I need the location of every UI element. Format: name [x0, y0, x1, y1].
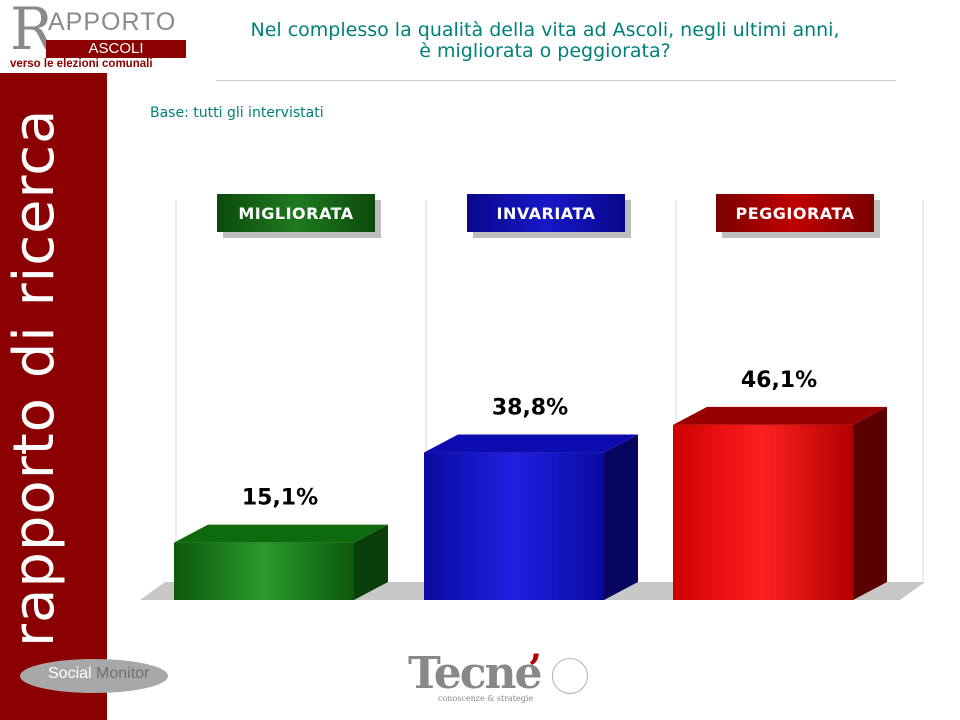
- bar-side-0: [354, 524, 388, 600]
- social-monitor-wordmark: Social Monitor: [48, 665, 149, 683]
- category-label-0: MIGLIORATA: [238, 204, 353, 223]
- title-line-2: è migliorata o peggiorata?: [419, 40, 671, 62]
- logo-ascoli: ASCOLI: [46, 40, 186, 58]
- social-word: Social: [48, 665, 92, 682]
- vitruvian-man-icon: [552, 658, 588, 694]
- category-label-box-1: [467, 194, 625, 232]
- bar-top-0: [174, 524, 388, 543]
- rapporto-ascoli-logo: R APPORTO ASCOLI verso le elezioni comun…: [4, 0, 194, 74]
- bar-1: [424, 452, 604, 600]
- category-label-box-0: [217, 194, 375, 232]
- bar-0: [174, 542, 354, 600]
- monitor-word: Monitor: [96, 665, 150, 682]
- title-divider: [216, 80, 896, 81]
- page-title: Nel complesso la qualità della vita ad A…: [200, 20, 890, 62]
- value-label-1: 38,8%: [492, 396, 568, 421]
- value-label-0: 15,1%: [242, 486, 318, 511]
- category-label-box-2: [716, 194, 874, 232]
- base-note: Base: tutti gli intervistati: [150, 105, 324, 121]
- bar-side-2: [853, 406, 887, 600]
- logo-apporto: APPORTO: [48, 8, 177, 36]
- bar-side-1: [604, 434, 638, 600]
- tecne-apostrophe: ’: [528, 646, 542, 693]
- value-label-2: 46,1%: [741, 368, 817, 393]
- bar-2: [673, 424, 853, 600]
- bars-layer: 15,1% MIGLIORATA 38,8% INVARIATA 46,1% PEGGIO…: [174, 194, 887, 600]
- tecne-wordmark: Tecne: [408, 648, 542, 699]
- social-monitor-oval: [20, 659, 168, 693]
- title-line-1: Nel complesso la qualità della vita ad A…: [250, 19, 840, 41]
- bar-top-1: [424, 434, 638, 453]
- sidebar: rapporto di ricerca: [0, 73, 107, 720]
- tecne-tagline: conoscenze & strategie: [438, 694, 534, 703]
- tecne-logo: Tecne ’ conoscenze & strategie: [408, 646, 588, 704]
- category-label-1: INVARIATA: [497, 204, 596, 223]
- category-label-2: PEGGIORATA: [736, 204, 855, 223]
- logo-subtitle: verso le elezioni comunali: [10, 58, 153, 70]
- bar-top-2: [673, 406, 887, 425]
- social-monitor-logo: Social Monitor: [20, 655, 190, 699]
